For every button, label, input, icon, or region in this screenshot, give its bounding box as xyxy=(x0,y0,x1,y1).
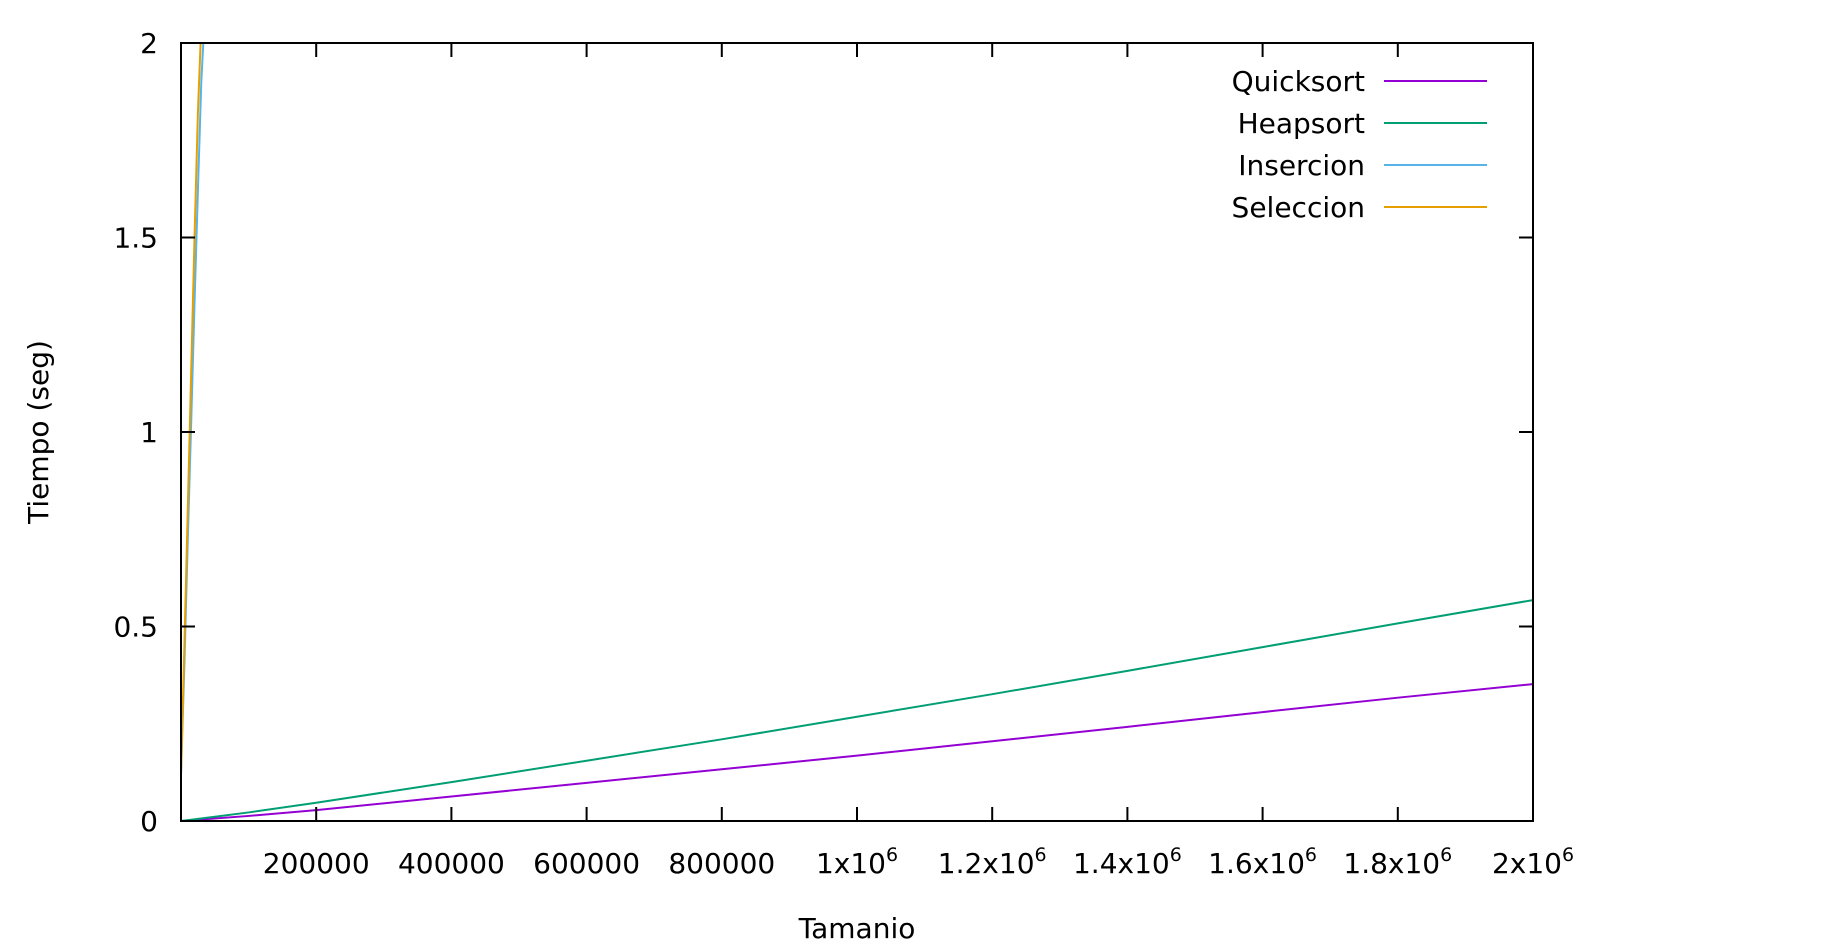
ticks-layer: 200000 400000 600000 800000 1x106 1.2x106 1.4x… xyxy=(113,27,1574,880)
x-tick-label-exponent: 6 xyxy=(886,844,898,866)
x-tick-label-exponent: 6 xyxy=(1035,844,1047,866)
y-axis-label: Tiempo (seg) xyxy=(22,340,55,525)
x-tick-label: 1.2x106 xyxy=(938,844,1047,880)
x-tick-label: 2x106 xyxy=(1492,844,1574,880)
x-tick-label: 800000 xyxy=(668,847,775,880)
legend-item-insercion: Insercion xyxy=(1238,149,1487,182)
series-line-heapsort xyxy=(181,599,1533,821)
y-tick-label: 0 xyxy=(140,805,158,838)
x-tick-label-base: 800000 xyxy=(668,847,775,880)
x-tick-label-base: 2x10 xyxy=(1492,847,1562,880)
series-layer xyxy=(181,43,1533,821)
legend-item-seleccion: Seleccion xyxy=(1232,191,1487,224)
x-tick-label: 1.4x106 xyxy=(1073,844,1182,880)
y-tick-label: 1 xyxy=(140,416,158,449)
legend-item-heapsort: Heapsort xyxy=(1238,107,1487,140)
legend-label: Quicksort xyxy=(1232,65,1365,98)
x-tick-label-base: 1x10 xyxy=(816,847,886,880)
x-tick-label: 200000 xyxy=(263,847,370,880)
x-tick-label-base: 400000 xyxy=(398,847,505,880)
x-tick-label-exponent: 6 xyxy=(1170,844,1182,866)
x-tick-label: 1.6x106 xyxy=(1208,844,1317,880)
legend-label: Heapsort xyxy=(1238,107,1365,140)
series-line-seleccion xyxy=(181,43,202,775)
series-line-quicksort xyxy=(181,683,1533,821)
legend-label: Insercion xyxy=(1238,149,1365,182)
x-tick-label-base: 200000 xyxy=(263,847,370,880)
x-tick-label: 1x106 xyxy=(816,844,898,880)
x-tick-label: 400000 xyxy=(398,847,505,880)
x-tick-label-base: 600000 xyxy=(533,847,640,880)
x-tick-label-exponent: 6 xyxy=(1562,844,1574,866)
legend: Quicksort Heapsort Insercion Seleccion xyxy=(1232,65,1487,224)
legend-item-quicksort: Quicksort xyxy=(1232,65,1487,98)
x-tick-label-base: 1.6x10 xyxy=(1208,847,1305,880)
y-tick-label: 0.5 xyxy=(113,611,158,644)
x-tick-label-base: 1.4x10 xyxy=(1073,847,1170,880)
x-tick-label: 600000 xyxy=(533,847,640,880)
x-tick-label: 1.8x106 xyxy=(1343,844,1452,880)
x-tick-label-exponent: 6 xyxy=(1305,844,1317,866)
x-tick-label-base: 1.2x10 xyxy=(938,847,1035,880)
y-tick-label: 2 xyxy=(140,27,158,60)
x-tick-label-base: 1.8x10 xyxy=(1343,847,1440,880)
legend-label: Seleccion xyxy=(1232,191,1365,224)
y-tick-label: 1.5 xyxy=(113,222,158,255)
x-tick-label-exponent: 6 xyxy=(1440,844,1452,866)
x-axis-label: Tamanio xyxy=(798,912,916,945)
